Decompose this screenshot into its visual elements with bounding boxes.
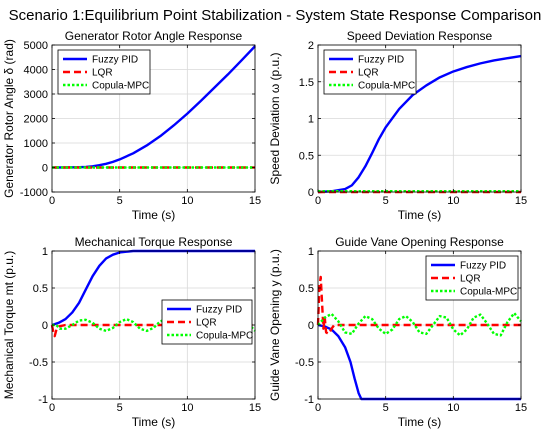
x-axis-label: Time (s) (132, 415, 176, 429)
legend: Fuzzy PID LQR Copula-MPC (161, 299, 253, 345)
series-line-fuzzy-pid (317, 54, 522, 194)
y-tick-label: 0.5 (299, 283, 314, 295)
y-tick-label: 1 (42, 246, 48, 258)
x-tick-label: 0 (315, 195, 321, 207)
legend-entry: LQR (460, 274, 481, 285)
x-tick-label: 5 (383, 402, 389, 414)
figure-title: Scenario 1:Equilibrium Point Stabilizati… (9, 7, 542, 24)
legend-box (425, 255, 519, 301)
y-tick-label: 0 (42, 320, 48, 332)
legend: Fuzzy PID LQR Copula-MPC (323, 49, 417, 95)
y-tick-label: -1 (304, 394, 314, 406)
chart-1: 0 5 10 15-1000010002000300040005000Generato… (2, 29, 261, 222)
chart-3: 0 5 10 15 -1 -0.5 0 0.5 1 Mechanical Torque Respo… (2, 235, 261, 429)
x-tick-label: 15 (249, 402, 261, 414)
chart-title: Speed Deviation Response (347, 29, 493, 43)
x-tick-label: 15 (515, 402, 527, 414)
y-tick-label: 5000 (24, 40, 48, 52)
x-tick-label: 5 (383, 195, 389, 207)
y-tick-label: -1 (38, 394, 48, 406)
series-line-lqr (316, 275, 521, 336)
legend-entry: LQR (196, 318, 217, 329)
chart-title: Generator Rotor Angle Response (65, 29, 243, 43)
y-tick-label: 0.5 (33, 283, 48, 295)
y-tick-label: 2 (308, 40, 314, 52)
y-axis-label: Guide Vane Opening y (p.u.) (268, 249, 282, 401)
x-tick-label: 5 (117, 195, 123, 207)
y-tick-label: 1000 (24, 138, 48, 150)
legend-entry: Copula-MPC (460, 287, 517, 298)
x-tick-label: 5 (117, 402, 123, 414)
chart-2: 0 5 10 15 0 0.5 1 1.5 2 Speed Deviation Response T… (268, 29, 527, 222)
chart-title: Mechanical Torque Response (75, 235, 233, 249)
y-tick-label: 1.5 (299, 77, 314, 89)
legend: Fuzzy PID LQR Copula-MPC (57, 49, 151, 95)
x-tick-label: 15 (249, 195, 261, 207)
x-tick-label: 0 (49, 402, 55, 414)
y-tick-label: 1 (308, 114, 314, 126)
y-axis-label: Speed Deviation ω (p.u.) (268, 52, 282, 184)
x-tick-label: 10 (181, 195, 193, 207)
y-tick-label: 1 (308, 246, 314, 258)
x-tick-label: 10 (181, 402, 193, 414)
legend-box (57, 49, 151, 95)
y-tick-label: 4000 (24, 65, 48, 77)
legend-entry: Fuzzy PID (460, 261, 506, 272)
chart-4: 0 5 10 15 -1 -0.5 0 0.5 1 Guide Vane Opening Resp… (268, 235, 527, 429)
legend-entry: Copula-MPC (358, 81, 415, 92)
y-tick-label: 0 (42, 163, 48, 175)
y-axis-label: Generator Rotor Angle δ (rad) (2, 39, 16, 198)
y-tick-label: 0.5 (299, 150, 314, 162)
x-axis-label: Time (s) (132, 208, 176, 222)
y-tick-label: -0.5 (295, 357, 314, 369)
legend: Fuzzy PID LQR Copula-MPC (425, 255, 519, 301)
series-line-lqr (50, 323, 255, 338)
y-tick-label: 0 (308, 187, 314, 199)
chart-title: Guide Vane Opening Response (335, 235, 504, 249)
legend-entry: Fuzzy PID (358, 55, 404, 66)
series-line-copula-mpc (52, 317, 256, 333)
y-tick-label: -1000 (20, 187, 48, 199)
y-tick-label: 3000 (24, 89, 48, 101)
y-tick-label: 0 (308, 320, 314, 332)
x-tick-label: 0 (315, 402, 321, 414)
x-tick-label: 10 (447, 195, 459, 207)
legend-entry: LQR (92, 68, 113, 79)
x-axis-label: Time (s) (398, 208, 442, 222)
x-axis-label: Time (s) (398, 415, 442, 429)
legend-entry: Copula-MPC (92, 81, 149, 92)
y-tick-label: 2000 (24, 114, 48, 126)
y-axis-label: Mechanical Torque mt (p.u.) (2, 251, 16, 400)
x-tick-label: 0 (49, 195, 55, 207)
y-tick-label: -0.5 (29, 357, 48, 369)
legend-box (161, 299, 253, 345)
x-tick-label: 10 (447, 402, 459, 414)
legend-entry: Fuzzy PID (92, 55, 138, 66)
legend-entry: LQR (358, 68, 379, 79)
legend-box (323, 49, 417, 95)
x-tick-label: 15 (515, 195, 527, 207)
legend-entry: Copula-MPC (196, 331, 253, 342)
legend-entry: Fuzzy PID (196, 305, 242, 316)
